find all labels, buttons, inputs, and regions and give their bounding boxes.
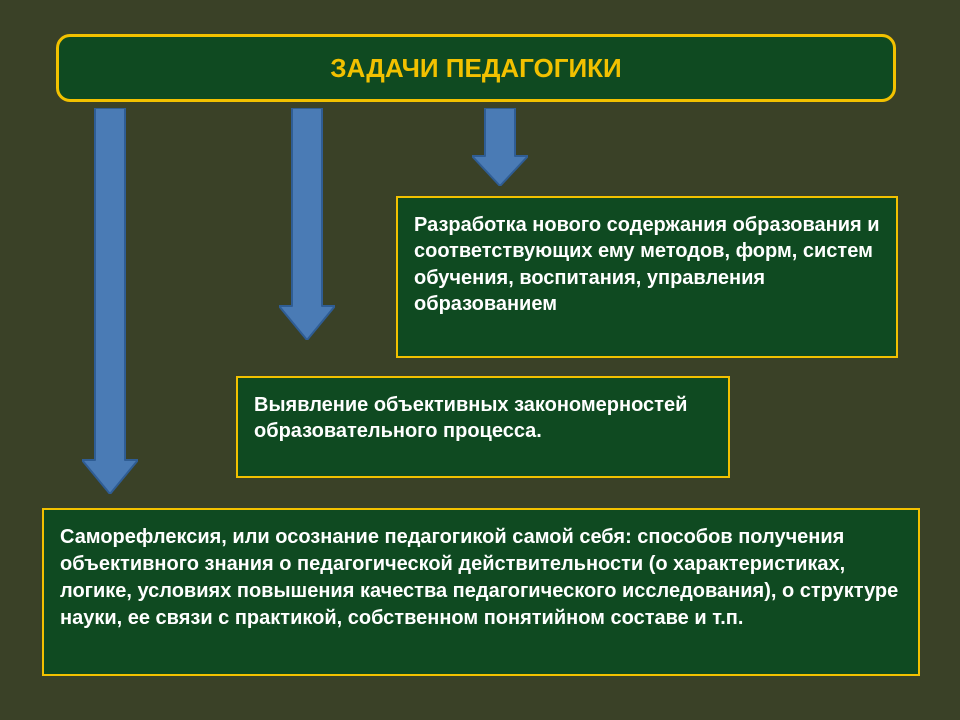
task-box-identification: Выявление объективных закономерностей об… [236,376,730,478]
arrow-3 [472,108,528,186]
title-box: ЗАДАЧИ ПЕДАГОГИКИ [56,34,896,102]
task-text-identification: Выявление объективных закономерностей об… [254,394,687,442]
task-text-self-reflection: Саморефлексия, или осознание педагогикой… [60,526,898,629]
task-text-development: Разработка нового содержания образования… [414,214,880,315]
title-text: ЗАДАЧИ ПЕДАГОГИКИ [330,53,621,84]
task-box-development: Разработка нового содержания образования… [396,196,898,358]
arrow-2 [279,108,335,340]
arrow-1 [82,108,138,494]
task-box-self-reflection: Саморефлексия, или осознание педагогикой… [42,508,920,676]
